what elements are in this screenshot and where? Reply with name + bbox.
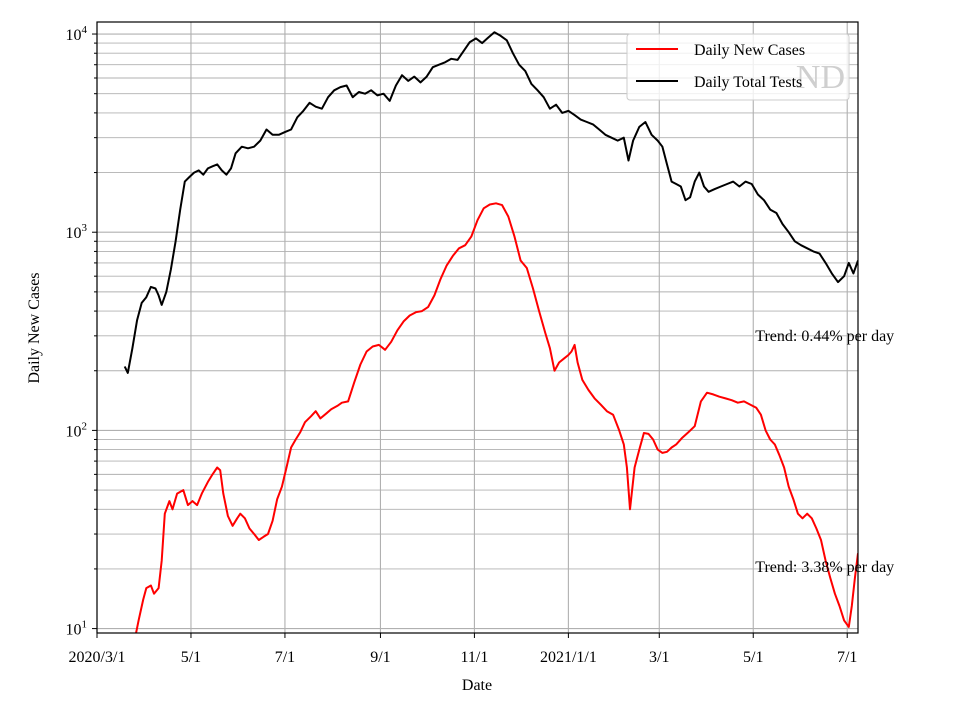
watermark-text: ND	[796, 59, 845, 96]
legend-label: Daily Total Tests	[694, 74, 802, 91]
x-axis-title: Date	[462, 677, 492, 694]
x-tick-label: 5/1	[743, 649, 763, 666]
y-axis-title: Daily New Cases	[26, 272, 43, 383]
trend-annotation: Trend: 3.38% per day	[755, 559, 894, 576]
legend-label: Daily New Cases	[694, 42, 805, 59]
series-line-daily-total-tests	[123, 31, 858, 374]
x-tick-label: 2020/3/1	[69, 649, 126, 666]
legend-box	[626, 33, 850, 101]
series-line-daily-new-cases	[135, 202, 858, 633]
x-tick-label: 2021/1/1	[540, 649, 597, 666]
y-tick-label: 101	[66, 619, 88, 639]
grid	[96, 22, 858, 633]
y-tick-label: 103	[66, 222, 88, 242]
y-tick-label: 104	[66, 24, 88, 44]
x-tick-label: 3/1	[649, 649, 669, 666]
trend-annotation: Trend: 0.44% per day	[755, 328, 894, 345]
x-tick-label: 7/1	[837, 649, 857, 666]
x-tick-label: 5/1	[181, 649, 201, 666]
x-tick-label: 7/1	[275, 649, 295, 666]
x-tick-label: 9/1	[370, 649, 390, 666]
annotations: Trend: 0.44% per day Trend: 3.38% per day	[755, 328, 894, 576]
ticks: 101 102 103 104 2020/3/1 5/1 7/1 9/1 11/1 2021/1/…	[66, 24, 858, 666]
plot-frame	[96, 21, 859, 634]
series-layer	[123, 31, 858, 633]
y-tick-label: 102	[66, 420, 88, 440]
x-tick-label: 11/1	[460, 649, 488, 666]
